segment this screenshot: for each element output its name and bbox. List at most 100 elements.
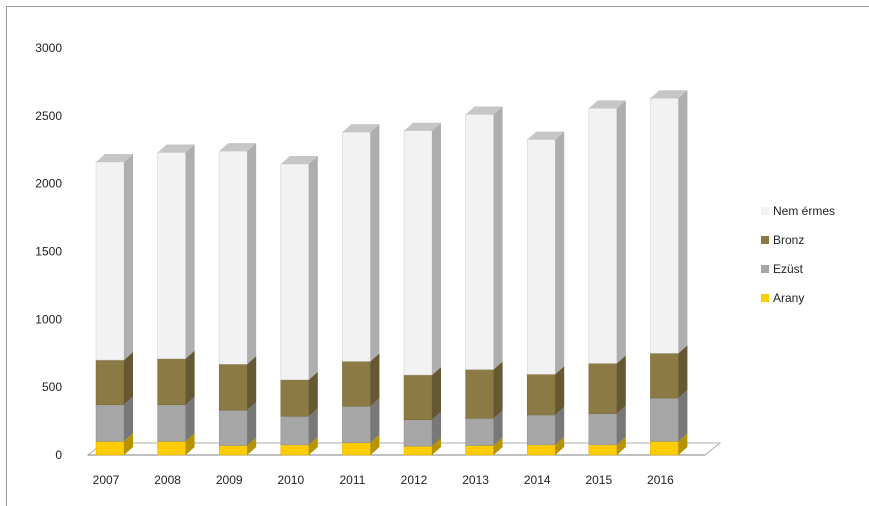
x-tick-label: 2014: [524, 473, 551, 487]
bar-arany-2011: [342, 442, 371, 456]
bar-nem-érmes-2015: [588, 108, 618, 364]
legend-swatch-nem-érmes: [761, 207, 769, 215]
bar-nem-érmes-2015-top: [588, 100, 626, 109]
bar-nem-érmes-2014-side: [555, 131, 565, 375]
y-tick-label: 3000: [35, 41, 62, 55]
bar-nem-érmes-2011: [342, 131, 371, 362]
bar-ezüst-2016-side: [678, 390, 688, 442]
y-tick-label: 0: [55, 448, 62, 462]
bar-ezüst-2013-side: [493, 410, 503, 446]
legend-swatch-arany: [761, 294, 769, 302]
bar-bronz-2007: [95, 359, 125, 406]
bar-arany-2015-side: [616, 436, 626, 455]
bar-ezüst-2014-side: [555, 406, 565, 445]
bar-nem-érmes-2011-top: [342, 124, 380, 133]
bar-bronz-2015-side: [616, 355, 626, 414]
x-tick-label: 2015: [585, 473, 612, 487]
bar-nem-érmes-2007: [95, 161, 125, 361]
bar-arany-2015: [588, 444, 618, 456]
bar-ezüst-2008: [157, 404, 186, 442]
bar-nem-érmes-2013-side: [493, 106, 503, 370]
x-tick-label: 2011: [339, 473, 365, 487]
bar-arany-2009-side: [247, 437, 257, 455]
bar-arany-2012: [403, 445, 433, 456]
bar-nem-érmes-2010: [280, 163, 310, 380]
bar-nem-érmes-2008-top: [157, 144, 195, 153]
legend-label-nem-érmes: Nem érmes: [773, 204, 835, 218]
y-tick-label: 1500: [35, 245, 62, 259]
bar-ezüst-2016: [650, 397, 679, 442]
bar-arany-2008: [157, 441, 186, 456]
bar-nem-érmes-2014: [526, 139, 556, 375]
bar-nem-érmes-2013-top: [465, 106, 503, 115]
bar-arany-2016: [650, 441, 679, 456]
bar-nem-érmes-2008: [157, 152, 186, 359]
bar-ezüst-2014: [526, 414, 556, 446]
bar-bronz-2016: [650, 353, 679, 399]
bar-bronz-2008-side: [185, 350, 195, 405]
bar-ezüst-2009: [218, 409, 248, 446]
bar-bronz-2011: [342, 361, 371, 407]
bar-arany-2010: [280, 444, 310, 456]
bar-bronz-2012: [403, 374, 433, 420]
x-tick-label: 2010: [277, 473, 304, 487]
y-tick-label: 2000: [35, 177, 62, 191]
x-tick-label: 2007: [93, 473, 120, 487]
bar-nem-érmes-2007-side: [124, 153, 133, 361]
bar-arany-2012-side: [432, 438, 441, 455]
bar-nem-érmes-2012-top: [404, 122, 441, 131]
x-tick-label: 2016: [647, 473, 674, 487]
bar-ezüst-2011: [342, 405, 371, 444]
bar-arany-2014-side: [555, 436, 565, 455]
bar-nem-érmes-2016-top: [650, 90, 688, 99]
bar-ezüst-2010-side: [308, 408, 318, 445]
bar-ezüst-2010: [280, 416, 310, 446]
bar-nem-érmes-2012: [403, 130, 433, 376]
x-tick-label: 2009: [216, 473, 243, 487]
bar-bronz-2014-side: [555, 366, 565, 415]
bar-bronz-2014: [526, 374, 556, 416]
bar-bronz-2009-side: [247, 356, 257, 411]
bar-bronz-2008: [157, 358, 186, 406]
y-tick-label: 1000: [35, 312, 62, 326]
x-tick-label: 2008: [154, 473, 181, 487]
legend-label-ezüst: Ezüst: [773, 262, 804, 276]
bar-arany-2007-side: [124, 433, 133, 455]
bar-nem-érmes-2014-top: [527, 131, 565, 140]
legend-label-arany: Arany: [773, 291, 804, 305]
bar-bronz-2010: [280, 379, 310, 417]
bar-bronz-2015: [588, 363, 618, 414]
bar-nem-érmes-2016: [650, 97, 679, 354]
bar-ezüst-2012: [403, 419, 433, 447]
bar-nem-érmes-2010-side: [308, 155, 318, 380]
legend-swatch-ezüst: [761, 265, 769, 273]
bar-nem-érmes-2010-top: [280, 155, 318, 164]
bar-ezüst-2008-side: [185, 396, 195, 442]
bar-ezüst-2015-side: [616, 405, 626, 445]
bar-ezüst-2015: [588, 413, 618, 446]
bar-arany-2014: [526, 444, 556, 456]
bar-ezüst-2012-side: [432, 411, 441, 447]
legend-label-bronz: Bronz: [773, 233, 804, 247]
bar-nem-érmes-2007-top: [96, 153, 133, 162]
bar-nem-érmes-2009-top: [219, 143, 257, 152]
legend-swatch-bronz: [761, 236, 769, 244]
bar-ezüst-2009-side: [247, 402, 257, 446]
bar-arany-2010-side: [308, 436, 318, 455]
x-tick-label: 2013: [462, 473, 489, 487]
x-tick-label: 2012: [401, 473, 428, 487]
bar-bronz-2013-side: [493, 361, 503, 419]
bar-arany-2013-side: [493, 437, 503, 455]
bar-arany-2016-side: [678, 433, 688, 455]
y-tick-label: 500: [42, 380, 62, 394]
bar-bronz-2016-side: [678, 345, 688, 399]
bar-nem-érmes-2011-side: [370, 124, 380, 362]
bar-arany-2007: [95, 441, 125, 456]
bar-nem-érmes-2015-side: [616, 100, 626, 364]
y-tick-label: 2500: [35, 109, 62, 123]
bar-bronz-2012-side: [432, 366, 441, 420]
bar-ezüst-2007-side: [124, 396, 133, 442]
chart-frame: [6, 6, 869, 506]
bar-arany-2011-side: [370, 434, 380, 455]
